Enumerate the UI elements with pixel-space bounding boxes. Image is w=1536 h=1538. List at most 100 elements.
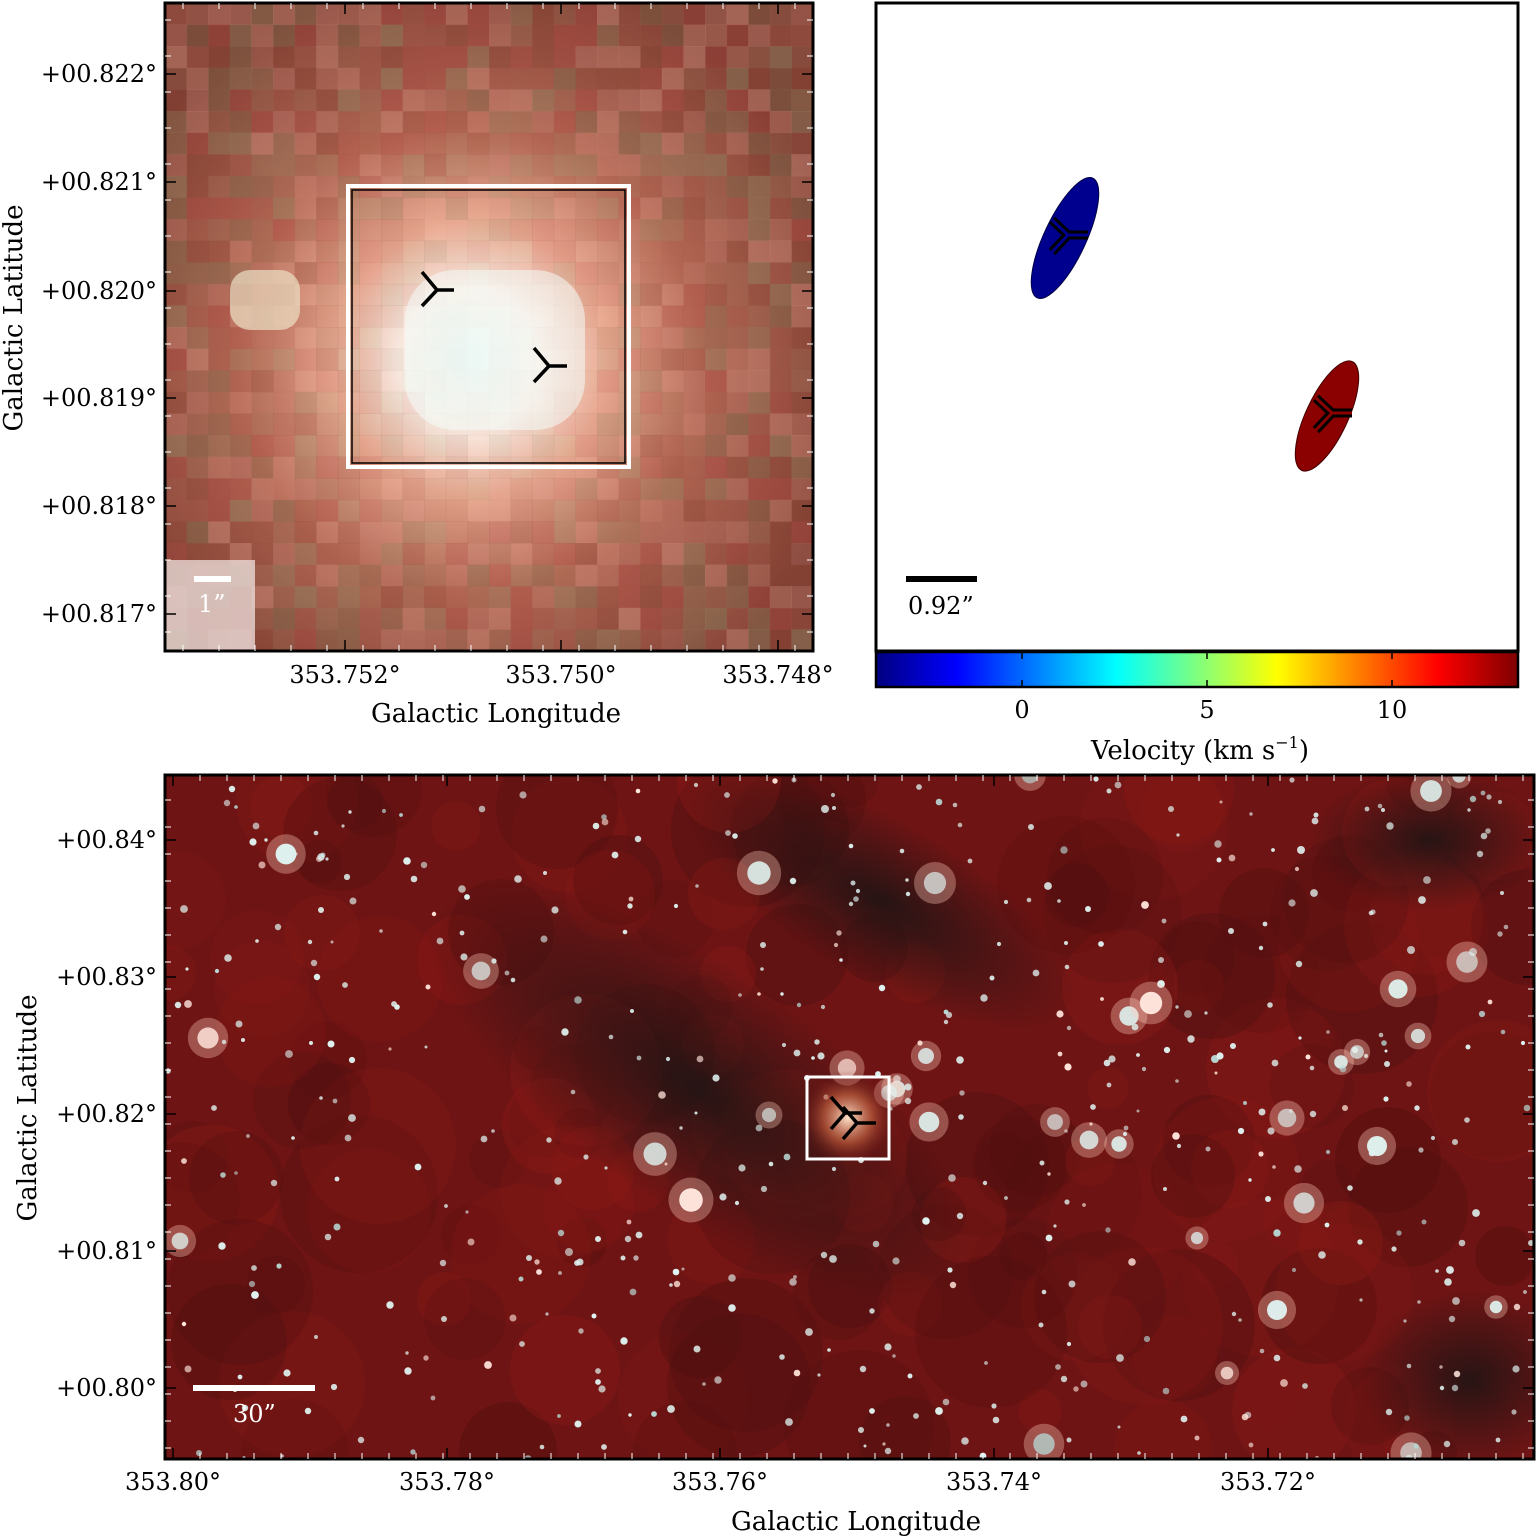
star: [526, 1255, 532, 1261]
zoom-pixel: [445, 521, 468, 544]
zoom-pixel: [705, 262, 728, 285]
zoom-pixel: [532, 46, 555, 69]
colorbar-ticks: [1021, 652, 1393, 687]
zoom-pixel: [553, 586, 576, 609]
star: [1265, 1196, 1271, 1202]
star: [916, 784, 922, 790]
zoom-pixel: [640, 132, 663, 155]
star: [1184, 1010, 1192, 1018]
star: [626, 1219, 632, 1225]
star: [1497, 931, 1503, 937]
star: [681, 1267, 685, 1271]
zoom-pixel: [316, 456, 339, 479]
cluster-core-glow: [800, 1070, 896, 1166]
star: [1453, 1370, 1461, 1378]
zoom-pixel: [661, 435, 684, 458]
zoom-pixel: [424, 24, 447, 47]
velocity-scalebar: [906, 576, 977, 582]
zoom-pixel: [726, 3, 749, 26]
zoom-pixel: [618, 89, 641, 112]
zoom-pixel: [316, 305, 339, 328]
zoom-pixel: [769, 348, 792, 371]
zoom-pixel: [294, 607, 317, 630]
zoom-pixel: [726, 154, 749, 177]
zoom-pixel: [791, 219, 814, 242]
zoom-pixel: [748, 543, 771, 566]
zoom-pixel: [316, 219, 339, 242]
star: [821, 805, 829, 813]
zoom-pixel: [467, 67, 490, 90]
nebula-patch: [1141, 775, 1223, 852]
nebula-patch: [1270, 1044, 1354, 1128]
star: [1136, 1109, 1140, 1113]
zoom-pixel: [316, 586, 339, 609]
zoom-pixel: [424, 435, 447, 458]
star: [264, 838, 268, 842]
zoom-pixel: [597, 132, 620, 155]
nebula-patch: [289, 1021, 367, 1099]
zoom-pixel: [597, 3, 620, 26]
star: [611, 851, 619, 859]
star: [332, 1098, 338, 1104]
star: [1064, 1129, 1068, 1133]
zoom-pixel: [597, 67, 620, 90]
zoom-pixel: [661, 3, 684, 26]
nebula-patch: [165, 1125, 279, 1261]
zoom-pixel: [273, 564, 296, 587]
zoom-pixel: [337, 586, 360, 609]
nebula-patch: [1172, 960, 1224, 1012]
star: [1157, 980, 1165, 988]
zoom-pixel: [251, 456, 274, 479]
zoom-pixel: [402, 499, 425, 522]
star: [197, 1027, 219, 1049]
nebula-patch: [618, 1333, 748, 1459]
zoom-pixel: [359, 197, 382, 220]
zoom-pixel: [251, 564, 274, 587]
star: [1248, 1178, 1252, 1182]
zoom-pixel: [791, 24, 814, 47]
star: [817, 1373, 821, 1377]
star: [738, 1164, 746, 1172]
zoom-pixel: [208, 499, 231, 522]
nebula-patch: [470, 1130, 528, 1188]
star: [725, 830, 731, 836]
star: [1342, 1105, 1348, 1111]
nebula-patch: [1271, 1009, 1333, 1071]
zoom-tick-marks: [165, 3, 813, 651]
zoom-pixel: [553, 197, 576, 220]
star: [831, 1166, 837, 1172]
zoom-pixel: [445, 24, 468, 47]
star: [423, 1355, 429, 1361]
star: [1136, 1053, 1140, 1057]
zoom-pixel: [208, 111, 231, 134]
zoom-pixel: [575, 413, 598, 436]
nebula-patch: [1219, 868, 1309, 958]
star: [693, 1345, 701, 1353]
star: [817, 1052, 825, 1060]
star: [633, 1255, 639, 1261]
star: [1350, 1045, 1364, 1059]
zoom-pixel: [489, 219, 512, 242]
star: [1032, 969, 1040, 977]
star: [886, 1423, 890, 1427]
zoom-pixel: [381, 499, 404, 522]
zoom-pixel: [381, 327, 404, 350]
star: [1204, 1011, 1208, 1015]
star: [1310, 889, 1318, 897]
y-tick-label: +00.821°: [41, 168, 157, 196]
star: [935, 1407, 943, 1415]
zoom-pixel: [445, 499, 468, 522]
star: [1045, 1234, 1053, 1242]
zoom-pixel: [229, 24, 252, 47]
zoom-pixel: [553, 521, 576, 544]
star: [1420, 780, 1442, 802]
zoom-pixel: [359, 327, 382, 350]
zoom-pixel: [705, 629, 728, 652]
zoom-pixel: [208, 175, 231, 198]
star: [275, 843, 297, 865]
zoom-pixel: [359, 24, 382, 47]
zoom-pixel: [251, 543, 274, 566]
star: [958, 1114, 964, 1120]
zoom-pixel: [489, 521, 512, 544]
star: [1347, 1185, 1353, 1191]
